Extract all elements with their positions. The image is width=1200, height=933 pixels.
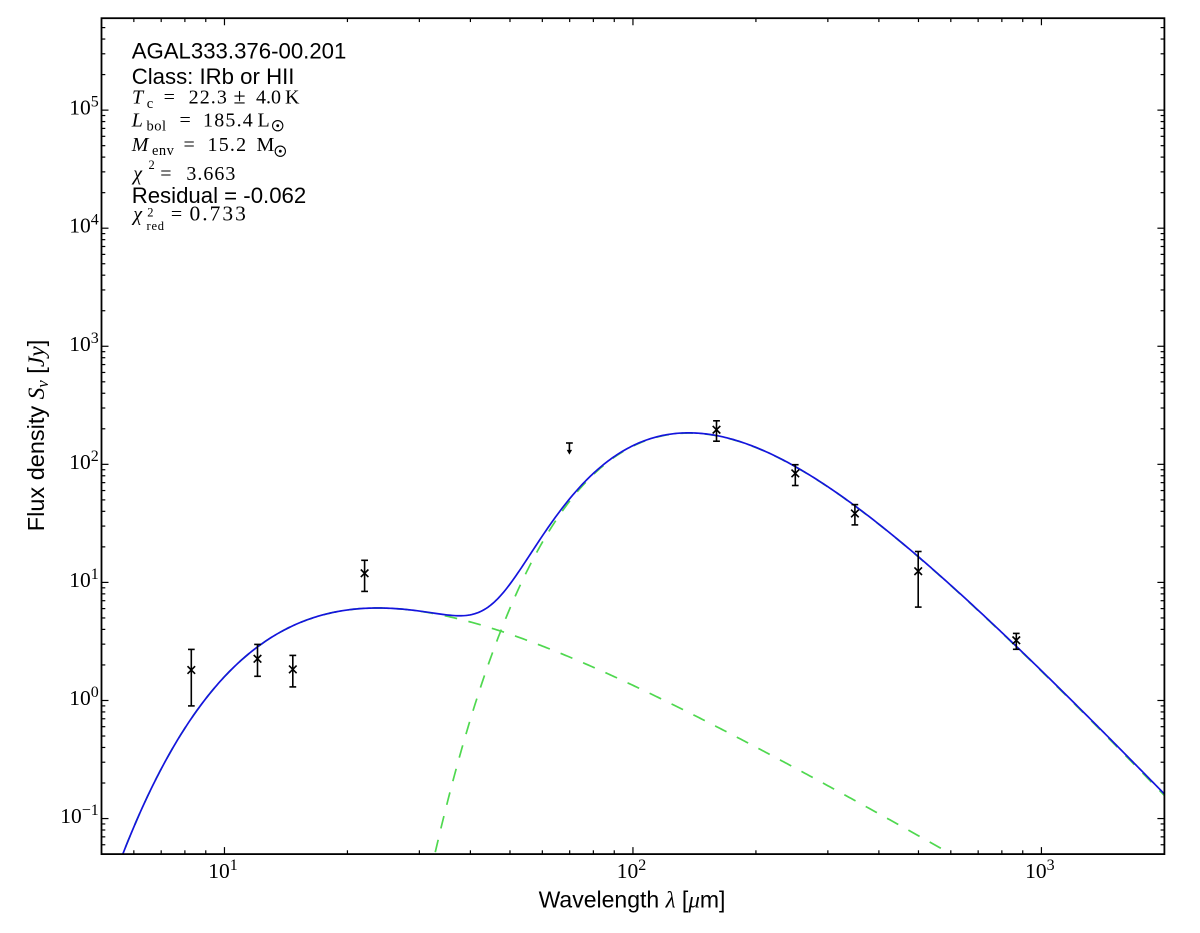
svg-text:K: K — [285, 87, 300, 109]
svg-text:=: = — [184, 134, 195, 156]
svg-text:M: M — [257, 134, 275, 156]
svg-text:±: ± — [234, 84, 246, 109]
svg-text:L: L — [131, 110, 143, 132]
svg-text:185.4: 185.4 — [203, 110, 254, 132]
svg-text:Class: IRb or HII: Class: IRb or HII — [132, 64, 295, 89]
svg-text:3.663: 3.663 — [186, 163, 236, 185]
svg-text:Residual = -0.062: Residual = -0.062 — [132, 183, 307, 208]
svg-text:2: 2 — [149, 158, 155, 172]
svg-text:4.0: 4.0 — [256, 87, 281, 109]
svg-text:χ: χ — [131, 163, 143, 185]
svg-text:T: T — [132, 87, 145, 109]
svg-text:101: 101 — [69, 566, 99, 592]
svg-text:=: = — [171, 204, 182, 226]
svg-text:χ: χ — [131, 204, 143, 226]
svg-text:AGAL333.376-00.201: AGAL333.376-00.201 — [132, 39, 347, 64]
svg-text:0.733: 0.733 — [190, 202, 248, 226]
svg-text:Flux density Sν [Jy]: Flux density Sν [Jy] — [23, 340, 52, 531]
svg-text:red: red — [147, 219, 165, 233]
svg-text:bol: bol — [147, 119, 167, 135]
svg-text:c: c — [147, 96, 153, 112]
svg-text:104: 104 — [69, 212, 99, 238]
svg-text:22.3: 22.3 — [189, 87, 228, 109]
svg-text:15.2: 15.2 — [208, 134, 248, 156]
svg-text:env: env — [152, 143, 175, 159]
svg-text:=: = — [180, 110, 191, 132]
svg-text:L: L — [258, 110, 270, 132]
svg-text:=: = — [164, 87, 175, 109]
svg-text:=: = — [160, 163, 171, 185]
svg-text:M: M — [131, 134, 150, 156]
svg-text:Wavelength λ [μm]: Wavelength λ [μm] — [539, 886, 726, 912]
svg-text:2: 2 — [147, 205, 153, 219]
